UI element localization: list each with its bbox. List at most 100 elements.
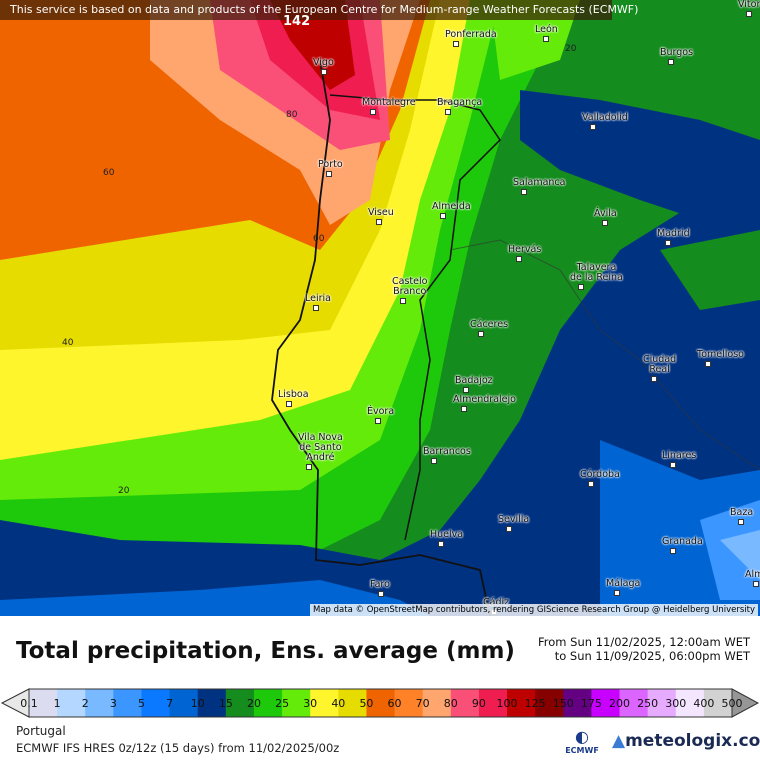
city-marker xyxy=(453,41,459,47)
isoline-label: 40 xyxy=(62,338,74,348)
meteologix-logo[interactable]: ▲meteologix.com xyxy=(612,731,760,751)
legend-swatch xyxy=(113,689,142,717)
legend-swatch xyxy=(703,689,733,717)
city-label: Madrid xyxy=(657,228,690,239)
city-marker xyxy=(521,189,527,195)
legend-label: 30 xyxy=(303,697,318,710)
city-label: Évora xyxy=(367,406,395,417)
city-marker xyxy=(670,548,676,554)
city-marker xyxy=(286,401,292,407)
legend-label: 200 xyxy=(609,697,631,710)
isoline-label: 80 xyxy=(286,110,298,120)
legend-label: 400 xyxy=(693,697,715,710)
legend-swatch xyxy=(253,689,283,717)
city-marker xyxy=(461,406,467,412)
city-label: Ávila xyxy=(594,208,617,219)
legend-label: 50 xyxy=(359,697,374,710)
legend-swatch xyxy=(85,689,114,717)
legend-label: 150 xyxy=(552,697,574,710)
city-marker xyxy=(705,361,711,367)
city-label: Alm xyxy=(745,569,760,580)
legend-swatch xyxy=(450,689,480,717)
brand-icon: ▲ xyxy=(612,731,626,751)
city-label: Barrancos xyxy=(423,446,471,457)
legend-label: 70 xyxy=(415,697,430,710)
precipitation-map[interactable] xyxy=(0,0,760,616)
city-marker xyxy=(478,331,484,337)
city-label: Cádiz xyxy=(483,597,510,608)
city-label: Bragança xyxy=(437,97,483,108)
legend-swatch xyxy=(225,689,255,717)
legend-swatch xyxy=(169,689,199,717)
legend-label: 250 xyxy=(637,697,659,710)
legend-swatch xyxy=(478,689,508,717)
city-label: Lisboa xyxy=(278,389,309,400)
city-label: Leiria xyxy=(305,293,331,304)
legend-swatch xyxy=(57,689,86,717)
city-marker xyxy=(378,591,384,597)
legend-label: 25 xyxy=(275,697,290,710)
city-marker xyxy=(670,462,676,468)
legend-label: 0.1 xyxy=(20,697,38,710)
legend-swatch xyxy=(282,689,311,717)
city-label: Burgos xyxy=(660,47,694,58)
color-legend xyxy=(0,688,760,718)
city-marker xyxy=(370,109,376,115)
city-label: Tomelloso xyxy=(697,349,744,360)
period-from: From Sun 11/02/2025, 12:00am WET xyxy=(538,635,750,649)
legend-swatch xyxy=(310,689,339,717)
city-marker xyxy=(506,526,512,532)
city-label: Talavera de la Reina xyxy=(570,262,623,283)
city-label: Valladolid xyxy=(582,112,628,123)
city-label: Hervás xyxy=(508,244,542,255)
city-label: Cáceres xyxy=(470,319,509,330)
city-marker xyxy=(375,418,381,424)
legend-label: 20 xyxy=(246,697,261,710)
city-marker xyxy=(746,11,752,17)
legend-label: 10 xyxy=(190,697,205,710)
city-marker xyxy=(463,387,469,393)
ecmwf-logo: ◐ ECMWF xyxy=(565,727,599,755)
city-label: Badajoz xyxy=(455,375,493,386)
city-marker xyxy=(614,590,620,596)
city-label: Almendralejo xyxy=(453,394,516,405)
forecast-period: From Sun 11/02/2025, 12:00am WET to Sun … xyxy=(538,635,750,663)
city-marker xyxy=(516,256,522,262)
legend-label: 300 xyxy=(665,697,687,710)
city-label: Málaga xyxy=(606,578,641,589)
legend-label: 3 xyxy=(109,697,117,710)
isoline-label: 20 xyxy=(565,44,577,54)
legend-label: 90 xyxy=(471,697,486,710)
city-marker xyxy=(376,219,382,225)
city-label: Linares xyxy=(662,450,697,461)
city-label: Castelo Branco xyxy=(392,276,428,297)
city-marker xyxy=(438,541,444,547)
model-info: ECMWF IFS HRES 0z/12z (15 days) from 11/… xyxy=(16,741,340,755)
legend-swatch xyxy=(422,689,452,717)
isoline-label: 20 xyxy=(118,486,130,496)
legend-label: 40 xyxy=(331,697,346,710)
legend-label: 175 xyxy=(580,697,602,710)
city-marker xyxy=(440,213,446,219)
city-marker xyxy=(753,581,759,587)
legend-label: 5 xyxy=(137,697,145,710)
isoline-label: 60 xyxy=(103,168,115,178)
chart-title: Total precipitation, Ens. average (mm) xyxy=(16,638,515,664)
city-marker xyxy=(445,109,451,115)
legend-label: 1 xyxy=(53,697,61,710)
city-marker xyxy=(590,124,596,130)
city-label: Huelva xyxy=(430,529,464,540)
city-label: Ciudad Real xyxy=(643,354,677,375)
city-label: Sevilla xyxy=(498,514,530,525)
isoline-label: 142 xyxy=(283,14,311,29)
legend-swatch xyxy=(507,689,536,717)
legend-swatch xyxy=(338,689,367,717)
city-label: León xyxy=(535,24,558,35)
map-attribution: Map data © OpenStreetMap contributors, r… xyxy=(310,604,758,616)
city-marker xyxy=(321,69,327,75)
city-marker xyxy=(588,481,594,487)
city-marker xyxy=(668,59,674,65)
legend-swatch xyxy=(197,689,227,717)
city-marker xyxy=(431,458,437,464)
legend-swatch xyxy=(29,689,58,717)
